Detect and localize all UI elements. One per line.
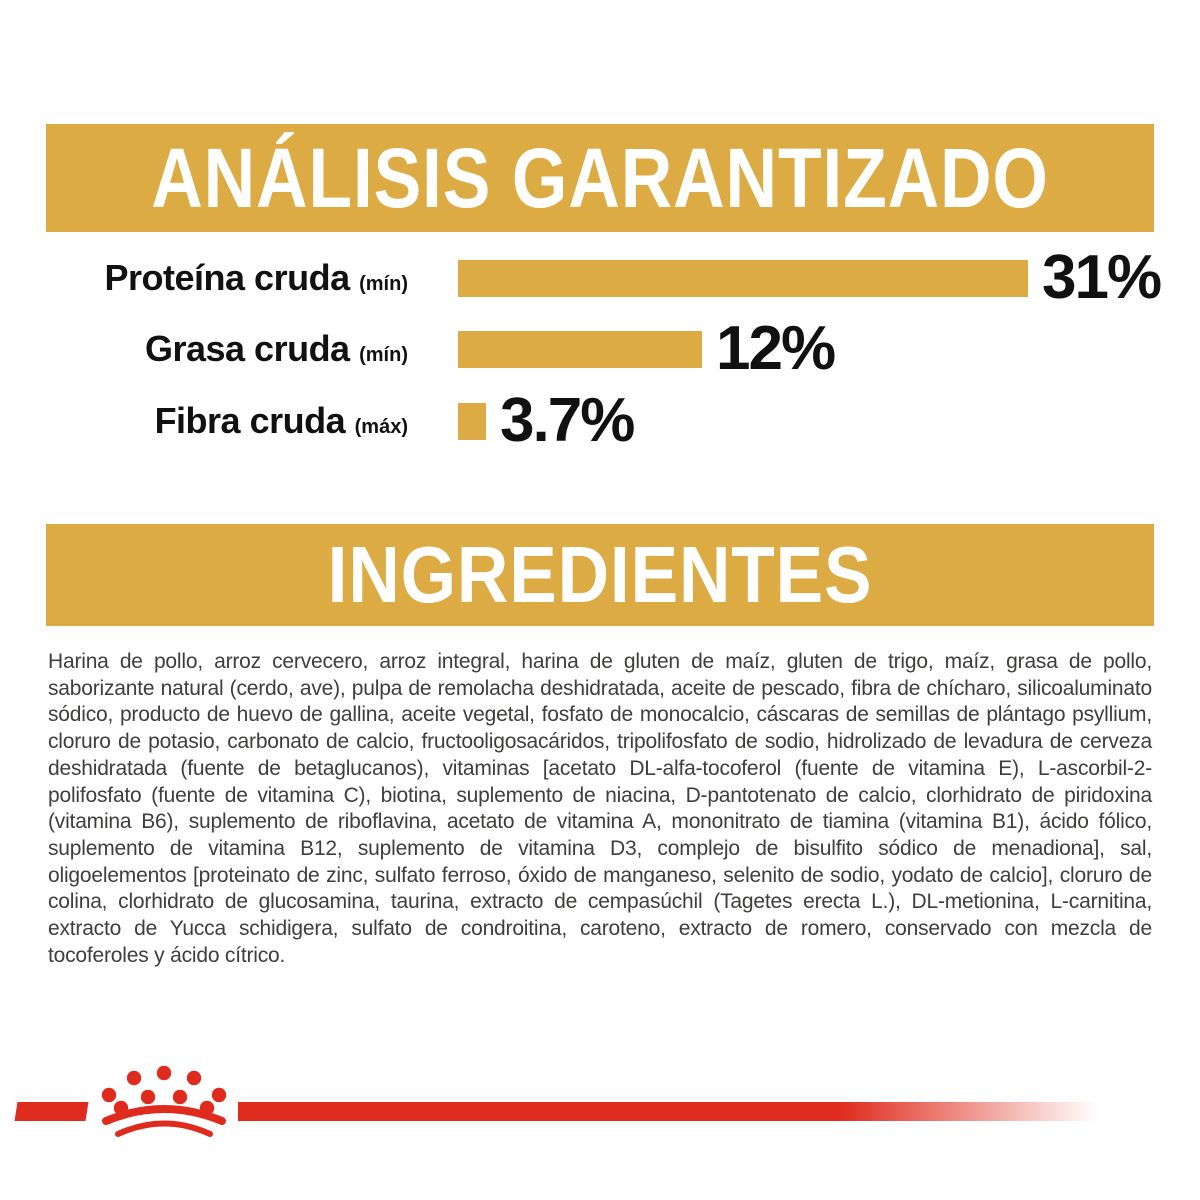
ingredients-banner: INGREDIENTES — [46, 524, 1154, 626]
protein-bar-group: 31% — [458, 247, 1162, 309]
footer-divider-right — [238, 1102, 1098, 1121]
ingredients-text: Harina de pollo, arroz cervecero, arroz … — [48, 650, 1152, 967]
protein-label-text: Proteína cruda — [104, 257, 351, 298]
analysis-row-fat: Grasa cruda (mín) 12% — [0, 318, 1200, 380]
fiber-bar-group: 3.7% — [458, 390, 635, 452]
protein-value: 31% — [1042, 243, 1162, 312]
guaranteed-analysis-banner: ANÁLISIS GARANTIZADO — [46, 124, 1154, 232]
protein-qualifier: (mín) — [359, 273, 408, 295]
royal-canin-crown-logo — [101, 1065, 227, 1137]
analysis-row-fiber: Fibra cruda (máx) 3.7% — [0, 390, 1200, 452]
fiber-label: Fibra cruda (máx) — [0, 402, 408, 440]
protein-label: Proteína cruda (mín) — [0, 259, 408, 297]
fiber-bar — [458, 402, 486, 440]
fiber-qualifier: (máx) — [354, 416, 408, 438]
protein-bar — [458, 259, 1028, 297]
fat-value: 12% — [716, 314, 836, 383]
fiber-label-text: Fibra cruda — [154, 400, 346, 441]
guaranteed-analysis-heading: ANÁLISIS GARANTIZADO — [151, 131, 1049, 225]
fat-label-text: Grasa cruda — [144, 328, 350, 369]
fat-qualifier: (mín) — [359, 344, 408, 366]
ingredients-heading: INGREDIENTES — [327, 530, 873, 619]
fat-bar-group: 12% — [458, 318, 836, 380]
analysis-row-protein: Proteína cruda (mín) 31% — [0, 247, 1200, 309]
fiber-value: 3.7% — [500, 386, 635, 455]
fat-bar — [458, 330, 702, 368]
fat-label: Grasa cruda (mín) — [0, 330, 408, 368]
footer-divider-left — [14, 1102, 89, 1121]
